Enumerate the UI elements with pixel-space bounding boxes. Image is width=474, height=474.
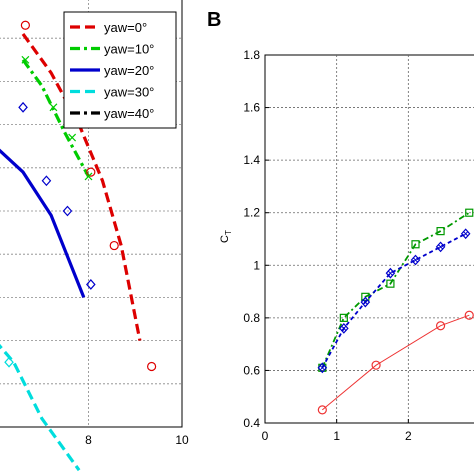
y-tick-label: 1.2	[243, 206, 260, 220]
data-point	[436, 227, 445, 236]
data-point	[410, 254, 421, 266]
data-point	[386, 279, 395, 288]
data-point	[385, 267, 396, 279]
y-tick-label: 0.6	[243, 363, 260, 377]
y-tick-label: 1	[253, 258, 260, 272]
data-point	[339, 322, 349, 334]
data-point	[464, 310, 474, 320]
data-point	[360, 296, 371, 308]
data-point-cross	[462, 230, 469, 237]
panel-a-markers	[4, 20, 157, 372]
legend-label: yaw=40°	[104, 106, 154, 121]
data-point-cross	[437, 244, 444, 250]
data-point	[371, 360, 381, 370]
data-point	[147, 361, 157, 372]
series-line	[321, 211, 470, 369]
data-point	[411, 240, 420, 249]
y-tick-label: 1.4	[243, 153, 260, 167]
data-point	[435, 241, 446, 253]
panel-b-plot-area	[264, 54, 474, 424]
legend-label: yaw=0°	[104, 20, 147, 35]
data-point	[317, 362, 328, 374]
x-tick-label: 1	[333, 429, 340, 443]
y-tick-label: 1.8	[243, 48, 260, 62]
data-point	[86, 167, 96, 177]
data-point	[435, 321, 446, 331]
panel-b-ticks: 0.4 0.6 0.8 1 1.2 1.4 1.6 1.8 0 1 2	[243, 48, 412, 443]
data-point-cross	[340, 325, 347, 332]
panel-b-label: B	[207, 9, 221, 31]
x-tick-label: 8	[85, 433, 92, 447]
fit-line	[21, 32, 142, 341]
fit-line	[0, 148, 86, 298]
data-point	[21, 55, 30, 64]
legend-label: yaw=30°	[104, 85, 154, 100]
data-point	[49, 103, 58, 112]
data-point-cross	[387, 270, 394, 277]
legend-label: yaw=10°	[104, 42, 154, 57]
data-point	[68, 133, 77, 142]
data-point	[18, 101, 28, 113]
panel-a-legend: yaw=0° yaw=10° yaw=20° yaw=30° yaw=40°	[63, 11, 177, 129]
panel-a: 8 10 yaw=0° yaw=10° yaw=20° yaw=30° yaw=40°	[0, 0, 189, 472]
y-tick-label: 0.4	[243, 416, 260, 430]
fit-line	[0, 343, 81, 472]
data-point	[62, 205, 73, 217]
data-point	[109, 240, 119, 251]
data-point	[20, 20, 30, 30]
y-axis-label: CT	[219, 230, 233, 243]
panel-a-x-ticks: 8 10	[85, 433, 189, 447]
data-point	[460, 228, 471, 240]
panel-b-grid	[265, 55, 474, 423]
panel-b: B 0.4 0.6 0.8 1 1.2 1.4 1.6 1.8 0 1 2 CT	[207, 9, 474, 443]
y-tick-label: 0.8	[243, 311, 260, 325]
panel-b-series	[317, 208, 474, 415]
data-point	[339, 313, 348, 322]
data-point	[4, 356, 14, 368]
x-tick-label: 10	[175, 433, 189, 447]
data-point-cross	[362, 299, 369, 305]
data-point	[86, 279, 96, 290]
data-point	[317, 405, 327, 415]
x-tick-label: 0	[262, 429, 269, 443]
panel-a-fit-lines	[0, 32, 142, 472]
fit-line	[21, 58, 90, 178]
data-point	[41, 175, 52, 187]
x-tick-label: 2	[405, 429, 412, 443]
data-point	[84, 172, 93, 181]
series-line	[321, 314, 470, 411]
data-point	[465, 208, 474, 217]
legend-label: yaw=20°	[104, 63, 154, 78]
data-point-cross	[412, 257, 419, 263]
panel-b-y-axis-label: CT	[219, 230, 233, 243]
y-tick-label: 1.6	[243, 101, 260, 115]
data-point-cross	[319, 364, 326, 371]
